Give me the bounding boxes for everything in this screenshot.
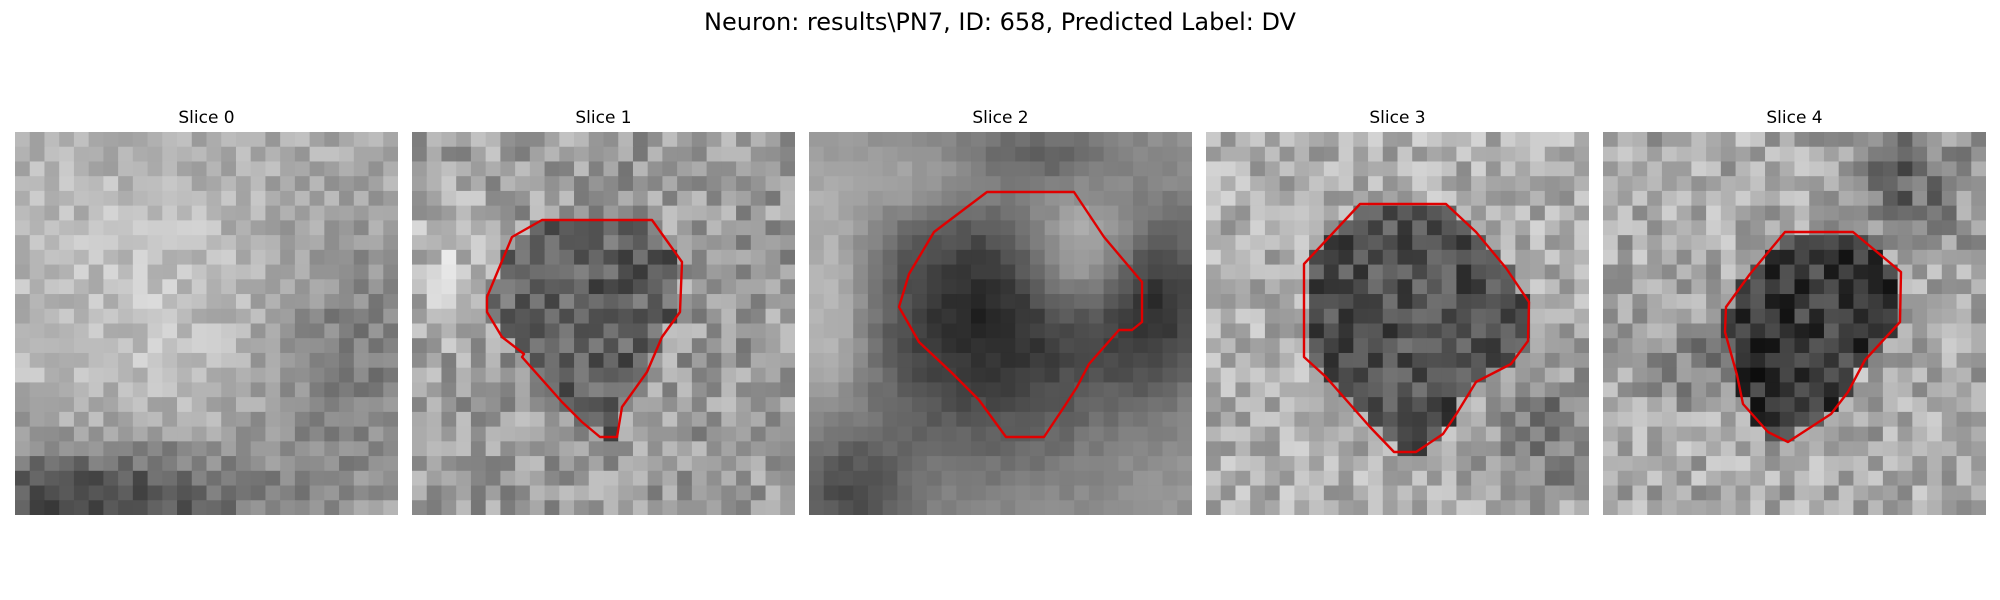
figure-title: Neuron: results\PN7, ID: 658, Predicted … xyxy=(704,8,1296,36)
slice-image xyxy=(412,132,795,515)
pixel-grid xyxy=(1603,132,1986,515)
slice-title: Slice 4 xyxy=(1766,108,1823,128)
slice-panel-3: Slice 3 xyxy=(1206,104,1589,515)
segmentation-contour xyxy=(897,190,1144,439)
slice-title: Slice 3 xyxy=(1369,108,1426,128)
slice-panel-2: Slice 2 xyxy=(809,104,1192,515)
slice-panel-0: Slice 0 xyxy=(15,104,398,515)
pixel-grid xyxy=(412,132,795,515)
pixel-grid xyxy=(15,132,398,515)
slice-title: Slice 1 xyxy=(575,108,632,128)
slice-panel-1: Slice 1 xyxy=(412,104,795,515)
segmentation-contour xyxy=(485,218,684,439)
slice-image xyxy=(1603,132,1986,515)
slice-panel-4: Slice 4 xyxy=(1603,104,1986,515)
segmentation-contour xyxy=(1723,230,1903,444)
slice-title: Slice 2 xyxy=(972,108,1029,128)
slice-image xyxy=(809,132,1192,515)
pixel-grid xyxy=(1206,132,1589,515)
pixel-grid xyxy=(809,132,1192,515)
slice-title: Slice 0 xyxy=(178,108,235,128)
slice-image xyxy=(15,132,398,515)
slice-image xyxy=(1206,132,1589,515)
segmentation-contour xyxy=(1302,202,1531,454)
